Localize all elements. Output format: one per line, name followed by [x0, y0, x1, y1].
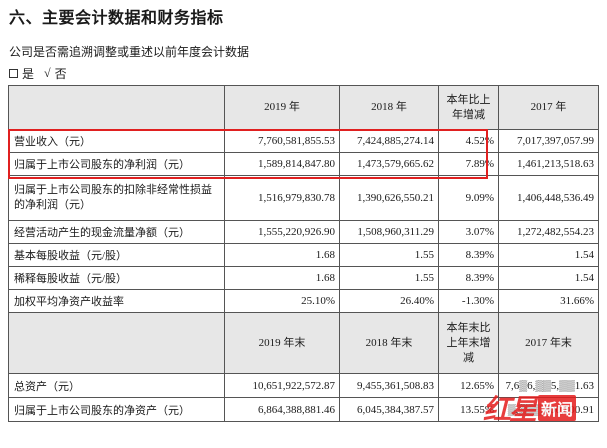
row-label: 归属于上市公司股东的净资产（元）: [8, 397, 225, 422]
no-label: 否: [54, 67, 67, 81]
value-2018: 1,508,960,311.29: [339, 220, 439, 244]
value-2017: 1.54: [498, 266, 599, 290]
yes-checkbox[interactable]: [9, 69, 18, 78]
value-2018-end: 9,455,361,508.83: [339, 373, 439, 398]
section-title: 六、主要会计数据和财务指标: [9, 10, 224, 27]
watermark-brand: 红星: [483, 393, 537, 426]
table-row: 归属于上市公司股东的净利润（元） 1,589,814,847.80 1,473,…: [8, 152, 599, 176]
table-row: 归属于上市公司股东的净资产（元） 6,864,388,881.46 6,045,…: [8, 397, 599, 422]
value-2019: 1.68: [224, 243, 340, 267]
header-cell-2017: 2017 年: [498, 85, 599, 130]
value-2019: 1,555,220,926.90: [224, 220, 340, 244]
row-label: 营业收入（元）: [8, 129, 225, 153]
value-change: 8.39%: [438, 266, 499, 290]
value-change: 13.55%: [438, 397, 499, 422]
table-row: 经营活动产生的现金流量净额（元） 1,555,220,926.90 1,508,…: [8, 220, 599, 244]
value-2017: 31.66%: [498, 289, 599, 313]
check-mark-icon: √: [44, 66, 51, 80]
row-label: 加权平均净资产收益率: [8, 289, 225, 313]
value-2017: 7,017,397,057.99: [498, 129, 599, 153]
restatement-question: 公司是否需追溯调整或重述以前年度会计数据: [9, 45, 250, 59]
value-2019-end: 10,651,922,572.87: [224, 373, 340, 398]
restatement-answer: 是 √ 否: [9, 65, 67, 82]
row-label: 归属于上市公司股东的净利润（元）: [8, 152, 225, 176]
table-row: 基本每股收益（元/股） 1.68 1.55 8.39% 1.54: [8, 243, 599, 267]
value-2017: 1,461,213,518.63: [498, 152, 599, 176]
header-cell-change-end: 本年末比上年末增减: [438, 312, 499, 374]
value-2019: 7,760,581,855.53: [224, 129, 340, 153]
yes-label: 是: [22, 67, 35, 81]
watermark-logo: 红星 新闻: [483, 388, 577, 428]
table-row: 归属于上市公司股东的扣除非经常性损益的净利润（元） 1,516,979,830.…: [8, 175, 599, 221]
value-change: 4.52%: [438, 129, 499, 153]
row-label: 归属于上市公司股东的扣除非经常性损益的净利润（元）: [8, 175, 225, 221]
value-change: 7.89%: [438, 152, 499, 176]
value-change: 8.39%: [438, 243, 499, 267]
table-header-row: 2019 年 2018 年 本年比上年增减 2017 年: [8, 85, 599, 130]
value-2017: 1.54: [498, 243, 599, 267]
value-2019: 1,516,979,830.78: [224, 175, 340, 221]
value-2018: 1.55: [339, 243, 439, 267]
value-2017-end: 7,6▒6,▒▒5,▒▒1.63: [498, 373, 599, 398]
value-2019: 25.10%: [224, 289, 340, 313]
table-row: 总资产（元） 10,651,922,572.87 9,455,361,508.8…: [8, 373, 599, 398]
value-2018: 1,390,626,550.21: [339, 175, 439, 221]
row-label: 经营活动产生的现金流量净额（元）: [8, 220, 225, 244]
value-2019: 1.68: [224, 266, 340, 290]
header-cell-change: 本年比上年增减: [438, 85, 499, 130]
value-2019: 1,589,814,847.80: [224, 152, 340, 176]
value-2017: 1,406,448,536.49: [498, 175, 599, 221]
value-change: 9.09%: [438, 175, 499, 221]
value-2018: 7,424,885,274.14: [339, 129, 439, 153]
value-change: 3.07%: [438, 220, 499, 244]
header-cell-2019-end: 2019 年末: [224, 312, 340, 374]
value-2018: 1,473,579,665.62: [339, 152, 439, 176]
row-label: 基本每股收益（元/股）: [8, 243, 225, 267]
table-row: 营业收入（元） 7,760,581,855.53 7,424,885,274.1…: [8, 129, 599, 153]
value-change: 12.65%: [438, 373, 499, 398]
watermark-tag: 新闻: [538, 395, 577, 421]
header-cell-label: [8, 85, 225, 130]
financial-indicators-table: 2019 年 2018 年 本年比上年增减 2017 年 营业收入（元） 7,7…: [8, 85, 599, 422]
value-2019-end: 6,864,388,881.46: [224, 397, 340, 422]
header-cell-2017-end: 2017 年末: [498, 312, 599, 374]
table-header-row: 2019 年末 2018 年末 本年末比上年末增减 2017 年末: [8, 312, 599, 374]
value-2018-end: 6,045,384,387.57: [339, 397, 439, 422]
header-cell-2019: 2019 年: [224, 85, 340, 130]
table-row: 加权平均净资产收益率 25.10% 26.40% -1.30% 31.66%: [8, 289, 599, 313]
row-label: 稀释每股收益（元/股）: [8, 266, 225, 290]
value-2018: 26.40%: [339, 289, 439, 313]
value-change: -1.30%: [438, 289, 499, 313]
header-cell-2018-end: 2018 年末: [339, 312, 439, 374]
header-cell-2018: 2018 年: [339, 85, 439, 130]
value-2018: 1.55: [339, 266, 439, 290]
table-row: 稀释每股收益（元/股） 1.68 1.55 8.39% 1.54: [8, 266, 599, 290]
value-2017: 1,272,482,554.23: [498, 220, 599, 244]
row-label: 总资产（元）: [8, 373, 225, 398]
header-cell-label: [8, 312, 225, 374]
